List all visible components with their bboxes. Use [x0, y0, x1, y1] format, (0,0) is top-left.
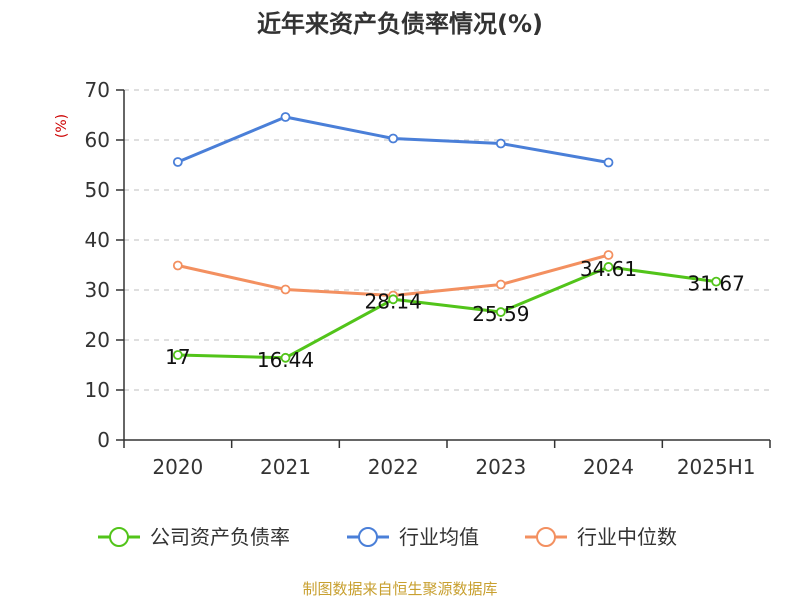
legend-marker: [536, 527, 556, 547]
data-point: [495, 279, 506, 290]
series-0: [172, 262, 722, 363]
data-label: 25.59: [472, 302, 529, 326]
y-tick-label: 40: [85, 228, 110, 252]
data-point: [388, 294, 399, 305]
x-tick-label: 2020: [152, 455, 203, 479]
data-point: [172, 260, 183, 271]
data-point: [280, 284, 291, 295]
data-point: [711, 276, 722, 287]
x-tick-label: 2025H1: [677, 455, 756, 479]
y-tick-label: 30: [85, 278, 110, 302]
legend-label: 行业均值: [399, 525, 479, 549]
data-point: [603, 250, 614, 260]
y-axis-label: (%): [54, 114, 70, 138]
data-labels: 17 16.44 28.14 25.59 34.61 31.67: [165, 257, 745, 372]
chart-title: 近年来资产负债率情况(%): [257, 10, 543, 38]
legend-item: 行业均值: [347, 525, 479, 549]
x-tick-label: 2023: [475, 455, 526, 479]
series-1: [172, 112, 614, 168]
data-point: [603, 157, 614, 168]
data-point: [172, 350, 183, 360]
legend-marker: [358, 527, 378, 547]
legend-item: 公司资产负债率: [98, 525, 290, 549]
legend-item: 行业中位数: [525, 525, 677, 549]
data-point: [388, 133, 399, 144]
y-tick-label: 50: [85, 178, 110, 202]
data-label: 31.67: [688, 272, 745, 296]
y-tick-label: 0: [97, 428, 110, 452]
legend: 公司资产负债率 行业均值 行业中位数: [98, 525, 677, 549]
x-tick-label: 2024: [583, 455, 634, 479]
y-tick-label: 10: [85, 378, 110, 402]
data-point: [280, 352, 291, 363]
x-tick-label: 2021: [260, 455, 311, 479]
data-point: [495, 138, 506, 149]
y-tick-label: 70: [85, 78, 110, 102]
axes: 0 10 20 30 40 50 60 70 2020 2021 2022 2023 2024 2025H…: [85, 78, 771, 479]
x-tick-label: 2022: [368, 455, 419, 479]
y-tick-label: 60: [85, 128, 110, 152]
y-tick-label: 20: [85, 328, 110, 352]
grid-lines: [124, 89, 770, 391]
data-label: 34.61: [580, 257, 637, 281]
legend-label: 行业中位数: [577, 525, 677, 549]
legend-label: 公司资产负债率: [150, 525, 290, 549]
data-label: 28.14: [365, 289, 422, 313]
series-lines: [172, 112, 722, 363]
data-label: 16.44: [257, 348, 314, 372]
data-point: [603, 262, 614, 272]
data-label: 17: [165, 345, 190, 369]
data-point: [172, 157, 183, 167]
source-note: 制图数据来自恒生聚源数据库: [302, 580, 497, 598]
data-point: [280, 112, 291, 122]
series-line: [177, 265, 717, 360]
legend-marker: [109, 527, 129, 547]
data-point: [495, 307, 506, 317]
